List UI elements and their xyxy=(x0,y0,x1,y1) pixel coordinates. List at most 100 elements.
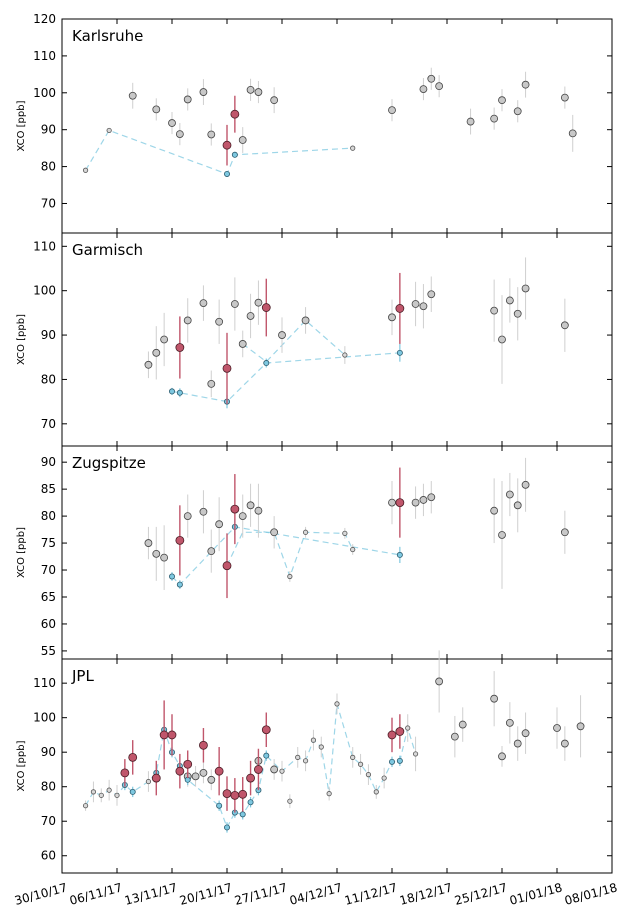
blue-point xyxy=(239,811,246,818)
red-point xyxy=(167,730,177,740)
panel-zugspitze: 55 60 65 70 75 80 85 90 XCO [ppb] Zugspitze xyxy=(16,445,613,660)
y-tick-label: 70 xyxy=(41,563,56,577)
y-tick-label: 100 xyxy=(33,711,56,725)
gray-point xyxy=(199,507,208,516)
panel-frame xyxy=(61,232,613,447)
gray-point xyxy=(199,88,208,96)
gray-point xyxy=(513,309,522,318)
panel-garmisch: 70 80 90 100 110 XCO [ppb] Garmisch xyxy=(16,232,613,447)
x-tick-label: 11/12/17 xyxy=(343,880,399,907)
blue-point xyxy=(263,360,270,367)
red-point xyxy=(159,730,169,740)
red-point xyxy=(214,766,224,776)
small-point xyxy=(106,127,112,134)
y-tick-label: 100 xyxy=(33,86,56,100)
y-tick-label: 110 xyxy=(33,49,56,63)
gray-point xyxy=(152,549,161,558)
gray-point xyxy=(568,129,577,138)
gray-point xyxy=(553,724,561,732)
blue-point xyxy=(231,151,238,158)
gray-point xyxy=(160,553,169,562)
red-point xyxy=(151,773,161,783)
small-point xyxy=(342,530,348,536)
small-point xyxy=(326,791,332,797)
x-tick-label: 01/01/18 xyxy=(508,880,564,907)
gray-point xyxy=(254,298,263,307)
gray-point xyxy=(254,506,263,515)
gray-point xyxy=(238,136,247,144)
red-point xyxy=(175,535,185,545)
gray-point xyxy=(175,130,184,139)
y-tick-label: 80 xyxy=(41,509,56,523)
gray-point xyxy=(388,313,396,322)
gray-point xyxy=(498,752,506,761)
small-point xyxy=(357,761,364,767)
gray-point xyxy=(490,506,499,515)
gray-point xyxy=(152,105,161,114)
gray-point xyxy=(144,539,153,547)
gray-point xyxy=(246,312,255,320)
gray-point xyxy=(207,547,216,556)
gray-point xyxy=(183,95,192,104)
gray-point xyxy=(560,321,569,330)
gray-point xyxy=(411,300,420,308)
blue-point xyxy=(263,752,270,759)
gray-point xyxy=(560,739,569,748)
gray-point xyxy=(301,316,310,325)
blue-point xyxy=(247,799,254,806)
y-tick-label: 90 xyxy=(41,745,56,759)
y-tick-label: 70 xyxy=(41,196,56,210)
blue-point xyxy=(176,389,183,396)
y-tick-label: 80 xyxy=(41,160,56,174)
gray-point xyxy=(388,498,396,507)
x-tick-label: 06/11/17 xyxy=(68,880,124,907)
x-tick-label: 20/11/17 xyxy=(178,880,234,907)
gray-point xyxy=(246,85,255,94)
small-point xyxy=(287,798,293,804)
red-point xyxy=(261,303,271,312)
y-tick-label: 120 xyxy=(33,12,56,26)
panel-frame xyxy=(61,658,613,874)
red-point xyxy=(222,789,232,799)
blue-point xyxy=(388,758,395,765)
small-point xyxy=(350,145,356,151)
gray-point xyxy=(254,88,263,96)
gray-point xyxy=(560,93,569,102)
small-point xyxy=(412,751,419,757)
gray-point xyxy=(513,501,522,510)
blue-point xyxy=(396,349,403,356)
gray-point xyxy=(435,82,444,91)
red-point xyxy=(199,740,208,750)
red-point xyxy=(120,768,130,778)
gray-point xyxy=(246,501,255,510)
small-point xyxy=(342,352,348,358)
red-point xyxy=(246,773,255,783)
red-point xyxy=(395,498,405,508)
blue-point xyxy=(396,757,403,764)
gray-point xyxy=(278,331,286,339)
small-point xyxy=(334,701,340,707)
small-point xyxy=(90,789,97,795)
gray-point xyxy=(490,114,499,123)
gray-point xyxy=(128,91,137,100)
blue-point xyxy=(168,573,175,580)
panels: 70 80 90 100 110 120 XCO [ppb] Karlsruhe 70 80 90 1… xyxy=(16,12,613,874)
small-point xyxy=(114,792,120,798)
gray-point xyxy=(388,106,396,115)
red-point xyxy=(175,343,185,352)
y-tick-label: 110 xyxy=(33,676,56,690)
gray-point xyxy=(521,480,530,489)
gray-point xyxy=(215,317,224,326)
gray-point xyxy=(270,765,279,774)
y-tick-label: 80 xyxy=(41,780,56,794)
gray-point xyxy=(505,296,514,305)
y-axis-label: XCO [ppb] xyxy=(16,100,27,151)
blue-point xyxy=(223,170,230,177)
gray-point xyxy=(498,531,506,539)
blue-point xyxy=(168,388,175,395)
gray-point xyxy=(270,528,279,537)
gray-point xyxy=(505,718,514,727)
red-point xyxy=(175,766,185,776)
small-point xyxy=(145,778,152,785)
